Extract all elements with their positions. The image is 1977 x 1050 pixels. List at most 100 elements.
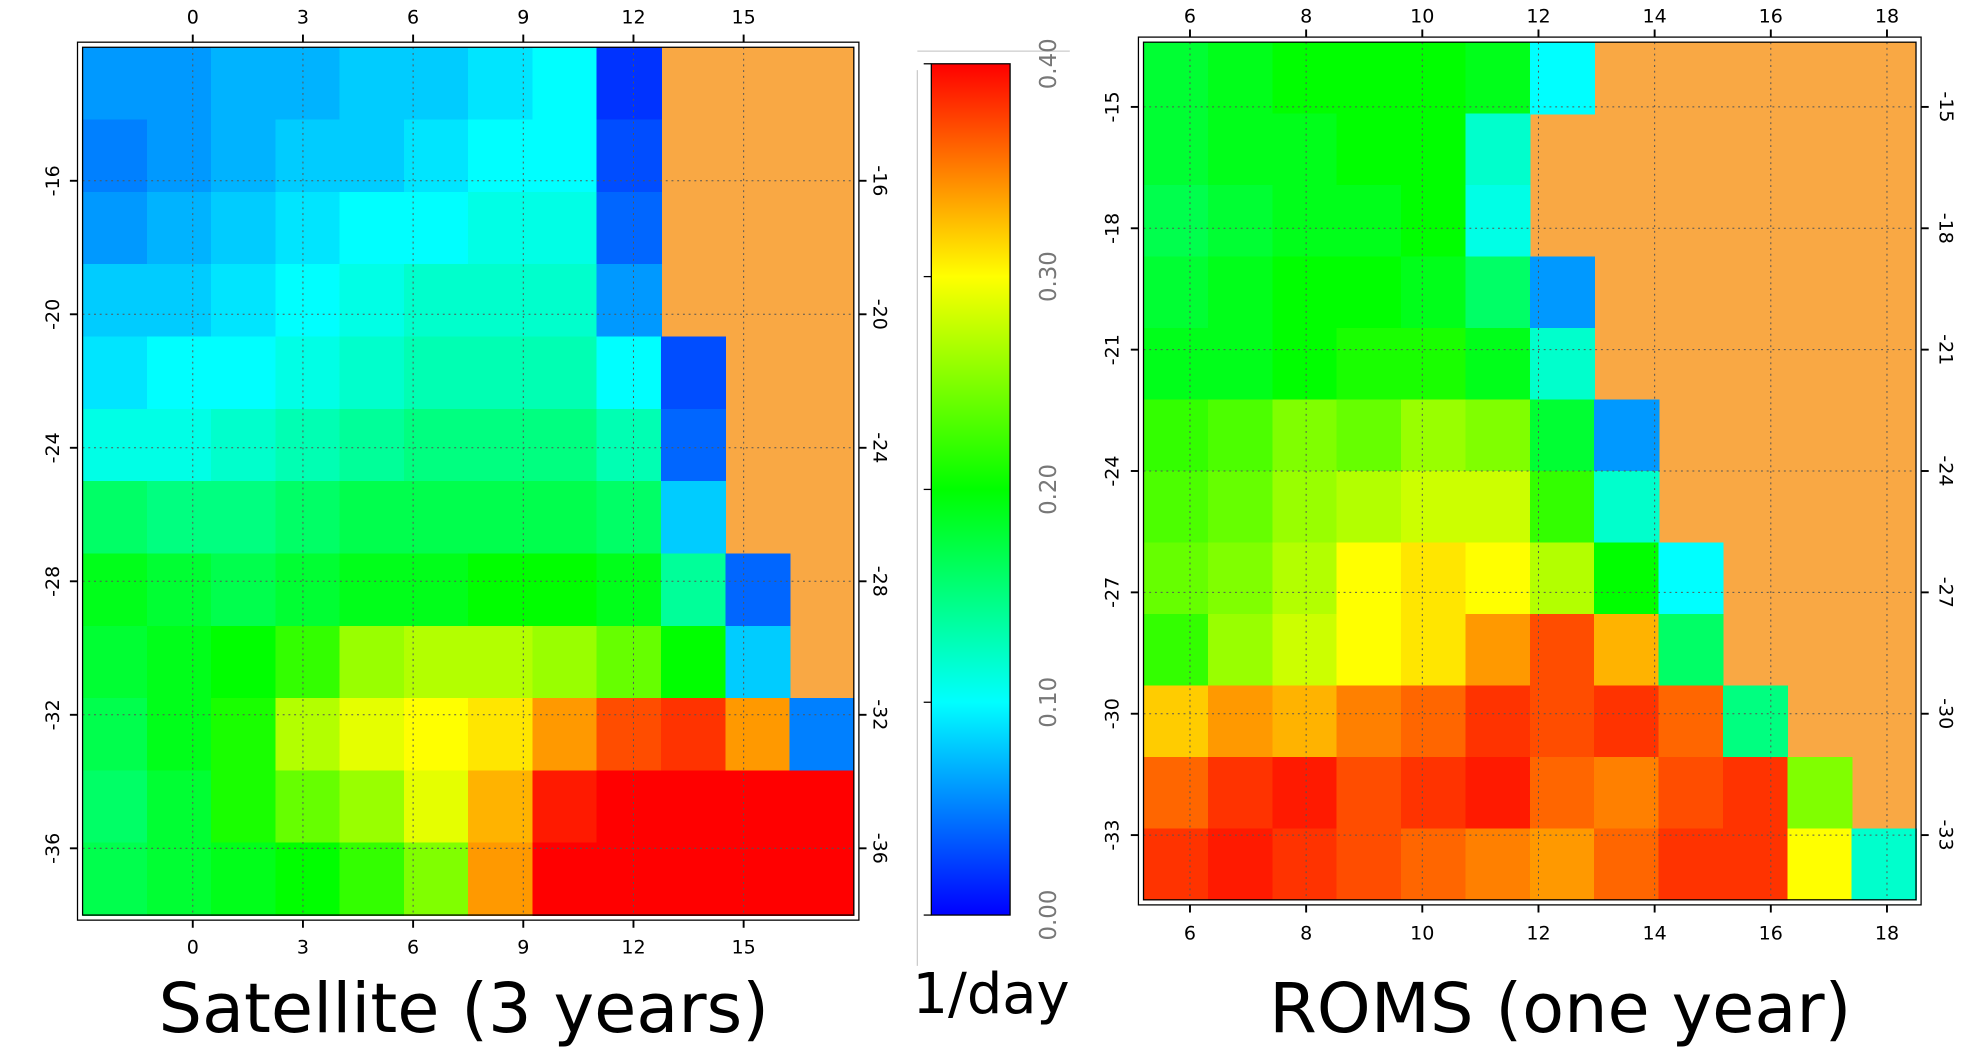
y-tick-label: -16 bbox=[42, 165, 64, 196]
map-panel: 0 0 3 3 6 6 9 9 12 12 15 15 -16 -16 -20 -20 -24 -24 -28 -28… bbox=[42, 7, 891, 1049]
x-tick-label: 15 bbox=[732, 7, 756, 29]
y-tick-label: -28 bbox=[869, 566, 891, 597]
heat-cell bbox=[468, 47, 534, 121]
heat-cell bbox=[468, 770, 534, 844]
heat-cell bbox=[275, 842, 341, 916]
heat-cell bbox=[532, 842, 598, 916]
panel-title: ROMS (one year) bbox=[1269, 969, 1851, 1049]
heat-cell bbox=[468, 481, 534, 555]
heat-cell bbox=[339, 119, 405, 193]
heat-cell bbox=[275, 625, 341, 699]
heat-cell bbox=[596, 770, 662, 844]
heat-cell bbox=[1336, 113, 1402, 186]
heat-cell bbox=[146, 842, 212, 916]
heat-cell bbox=[275, 264, 341, 338]
heat-cell bbox=[1401, 42, 1467, 115]
heat-cell bbox=[725, 698, 791, 772]
heat-cell bbox=[275, 408, 341, 482]
x-tick-label: 10 bbox=[1410, 5, 1434, 27]
heat-cell bbox=[1272, 185, 1338, 258]
heat-cell bbox=[468, 698, 534, 772]
colorbar-tick-label: 0.30 bbox=[1036, 251, 1062, 302]
heat-cell bbox=[1143, 542, 1209, 615]
heat-cell bbox=[661, 842, 727, 916]
y-tick-label: -24 bbox=[42, 432, 64, 463]
colorbar-tick-label: 0.40 bbox=[1036, 38, 1062, 89]
x-tick-label: 16 bbox=[1759, 923, 1783, 945]
heat-cell bbox=[339, 408, 405, 482]
y-tick-label: -36 bbox=[42, 833, 64, 864]
x-tick-label: 6 bbox=[1184, 5, 1196, 27]
heat-cell bbox=[211, 842, 277, 916]
heat-cell bbox=[1401, 399, 1467, 472]
heat-cell bbox=[1465, 399, 1531, 472]
heat-cell bbox=[403, 191, 469, 265]
heat-cell bbox=[1336, 542, 1402, 615]
heat-cell bbox=[596, 842, 662, 916]
heat-cell bbox=[725, 553, 791, 627]
heat-cell bbox=[661, 625, 727, 699]
heat-cell bbox=[596, 625, 662, 699]
heat-cell bbox=[1143, 685, 1209, 758]
heat-cell bbox=[1465, 256, 1531, 329]
heat-cell bbox=[661, 481, 727, 555]
heat-cell bbox=[1465, 42, 1531, 115]
y-tick-label: -28 bbox=[42, 566, 64, 597]
heat-cell bbox=[1594, 685, 1660, 758]
heat-cell bbox=[1787, 828, 1853, 901]
heat-cell bbox=[725, 770, 791, 844]
heat-cell bbox=[339, 481, 405, 555]
colorbar-gradient bbox=[930, 63, 1011, 916]
frame bbox=[76, 41, 860, 921]
heat-cell bbox=[1207, 685, 1274, 758]
heat-cell bbox=[532, 408, 598, 482]
x-tick-label: 6 bbox=[407, 937, 419, 959]
heat-cell bbox=[661, 698, 727, 772]
x-tick-label: 3 bbox=[297, 937, 309, 959]
heat-cell bbox=[596, 191, 662, 265]
heat-cell bbox=[1336, 828, 1402, 901]
heat-cell bbox=[1207, 256, 1274, 329]
y-tick-label: -20 bbox=[42, 299, 64, 330]
heat-cell bbox=[146, 625, 212, 699]
heat-cell bbox=[661, 336, 727, 410]
heat-cell bbox=[82, 264, 148, 338]
heat-cell bbox=[1336, 471, 1402, 544]
heat-cell bbox=[1465, 471, 1531, 544]
x-tick-label: 10 bbox=[1410, 923, 1434, 945]
heat-cell bbox=[1658, 542, 1724, 615]
x-tick-label: 9 bbox=[517, 7, 529, 29]
heat-cell bbox=[1207, 185, 1274, 258]
x-tick-label: 3 bbox=[297, 7, 309, 29]
heat-cell bbox=[211, 698, 277, 772]
heat-cell bbox=[211, 336, 277, 410]
heat-cell bbox=[661, 553, 727, 627]
x-tick-label: 8 bbox=[1300, 923, 1312, 945]
heat-cell bbox=[1465, 828, 1531, 901]
heat-cell bbox=[1143, 113, 1209, 186]
heat-cell bbox=[403, 553, 469, 627]
heat-cell bbox=[275, 698, 341, 772]
heat-cell bbox=[146, 481, 212, 555]
y-tick-label: -15 bbox=[1935, 91, 1957, 122]
heat-cell bbox=[275, 770, 341, 844]
x-tick-label: 12 bbox=[621, 7, 645, 29]
heat-cell bbox=[1594, 399, 1660, 472]
heat-cell bbox=[596, 264, 662, 338]
heat-cell bbox=[1465, 185, 1531, 258]
heat-cell bbox=[1401, 185, 1467, 258]
heat-cell bbox=[339, 625, 405, 699]
heat-cell bbox=[1401, 328, 1467, 401]
heat-cell bbox=[1143, 471, 1209, 544]
heat-cell bbox=[468, 191, 534, 265]
heat-cell bbox=[1401, 471, 1467, 544]
heat-cell bbox=[532, 553, 598, 627]
heat-cell bbox=[596, 47, 662, 121]
heat-cell bbox=[1272, 471, 1338, 544]
y-tick-label: -30 bbox=[1102, 698, 1124, 729]
heat-cell bbox=[1336, 613, 1402, 687]
heat-cell bbox=[275, 481, 341, 555]
heat-cell bbox=[1143, 256, 1209, 329]
heat-cell bbox=[596, 481, 662, 555]
heat-cell bbox=[82, 119, 148, 193]
